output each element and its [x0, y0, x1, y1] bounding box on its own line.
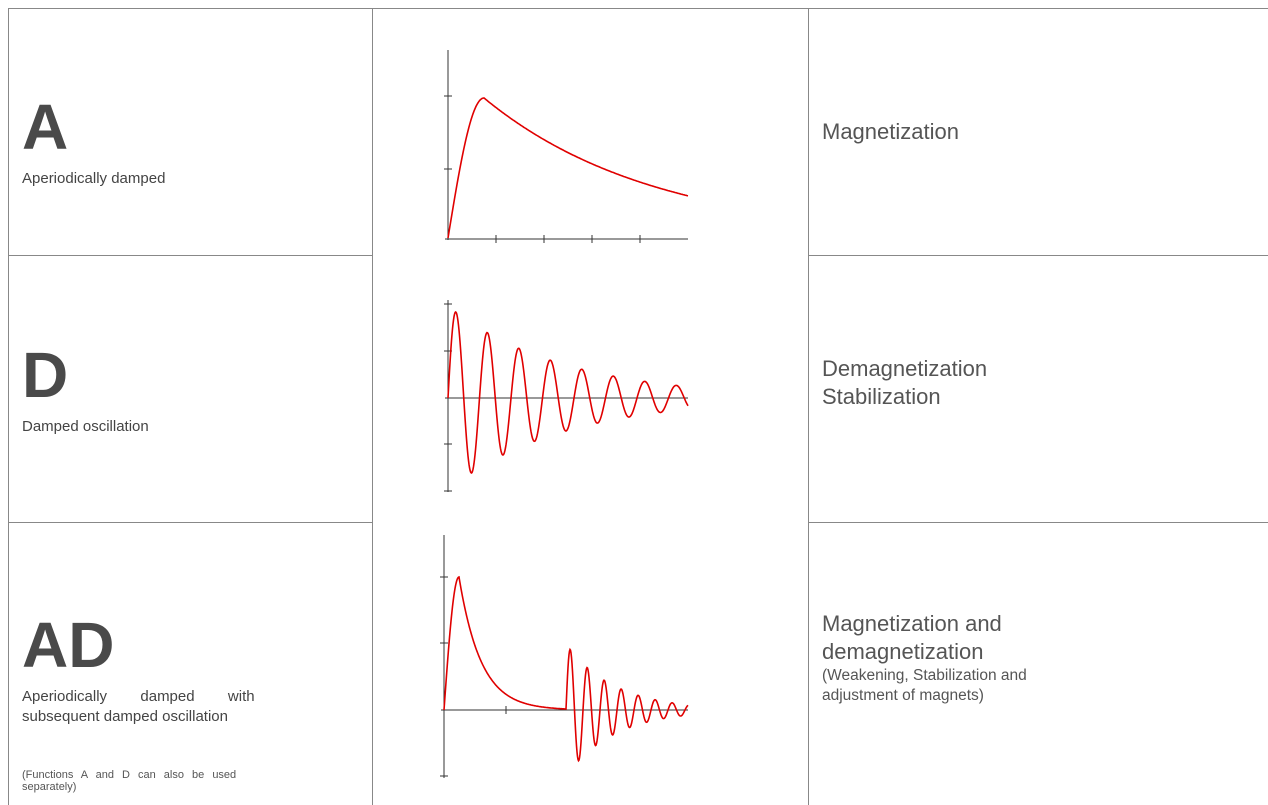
graph-aperiodic-then-oscillation — [440, 535, 689, 778]
note-ad-line-2: separately) — [22, 781, 77, 793]
graph-a-curve — [447, 97, 689, 239]
application-ad-sub-2: adjustment of magnets) — [822, 687, 984, 704]
graph-aperiodic-damped — [444, 50, 689, 243]
row-divider-right-1 — [808, 255, 1268, 256]
application-ad-sub-1: (Weakening, Stabilization and — [822, 667, 1027, 684]
function-code-a: A — [22, 91, 69, 163]
description-ad-line-1: Aperiodically damped with — [22, 688, 255, 705]
application-d-line-1: Demagnetization — [822, 356, 988, 381]
note-ad-line-1: (Functions A and D can also be used — [22, 769, 237, 781]
application-d-line-2: Stabilization — [822, 384, 941, 409]
function-note-ad: (Functions A and D can also be used sepa… — [22, 769, 362, 793]
graph-damped-oscillation — [444, 300, 689, 492]
application-a: Magnetization — [822, 118, 959, 146]
row-divider-left-2 — [8, 522, 372, 523]
application-ad: Magnetization and demagnetization (Weake… — [822, 610, 1027, 706]
function-code-ad: AD — [22, 609, 115, 681]
function-description-a: Aperiodically damped — [22, 170, 166, 187]
function-code-d: D — [22, 339, 69, 411]
function-description-ad: Aperiodically damped with subsequent dam… — [22, 687, 362, 727]
column-divider-1 — [372, 8, 373, 805]
application-a-line: Magnetization — [822, 119, 959, 144]
graph-d-curve — [447, 311, 689, 475]
column-divider-2 — [808, 8, 809, 805]
table-border-left — [8, 8, 9, 805]
graph-ad-curve — [443, 575, 689, 763]
description-ad-line-2: subsequent damped oscillation — [22, 708, 228, 725]
application-ad-line-1: Magnetization and — [822, 611, 1002, 636]
application-ad-line-2: demagnetization — [822, 639, 984, 664]
application-d: Demagnetization Stabilization — [822, 355, 987, 411]
function-description-d: Damped oscillation — [22, 418, 149, 435]
row-divider-right-2 — [808, 522, 1268, 523]
table-border-top — [8, 8, 1268, 9]
row-divider-left-1 — [8, 255, 372, 256]
